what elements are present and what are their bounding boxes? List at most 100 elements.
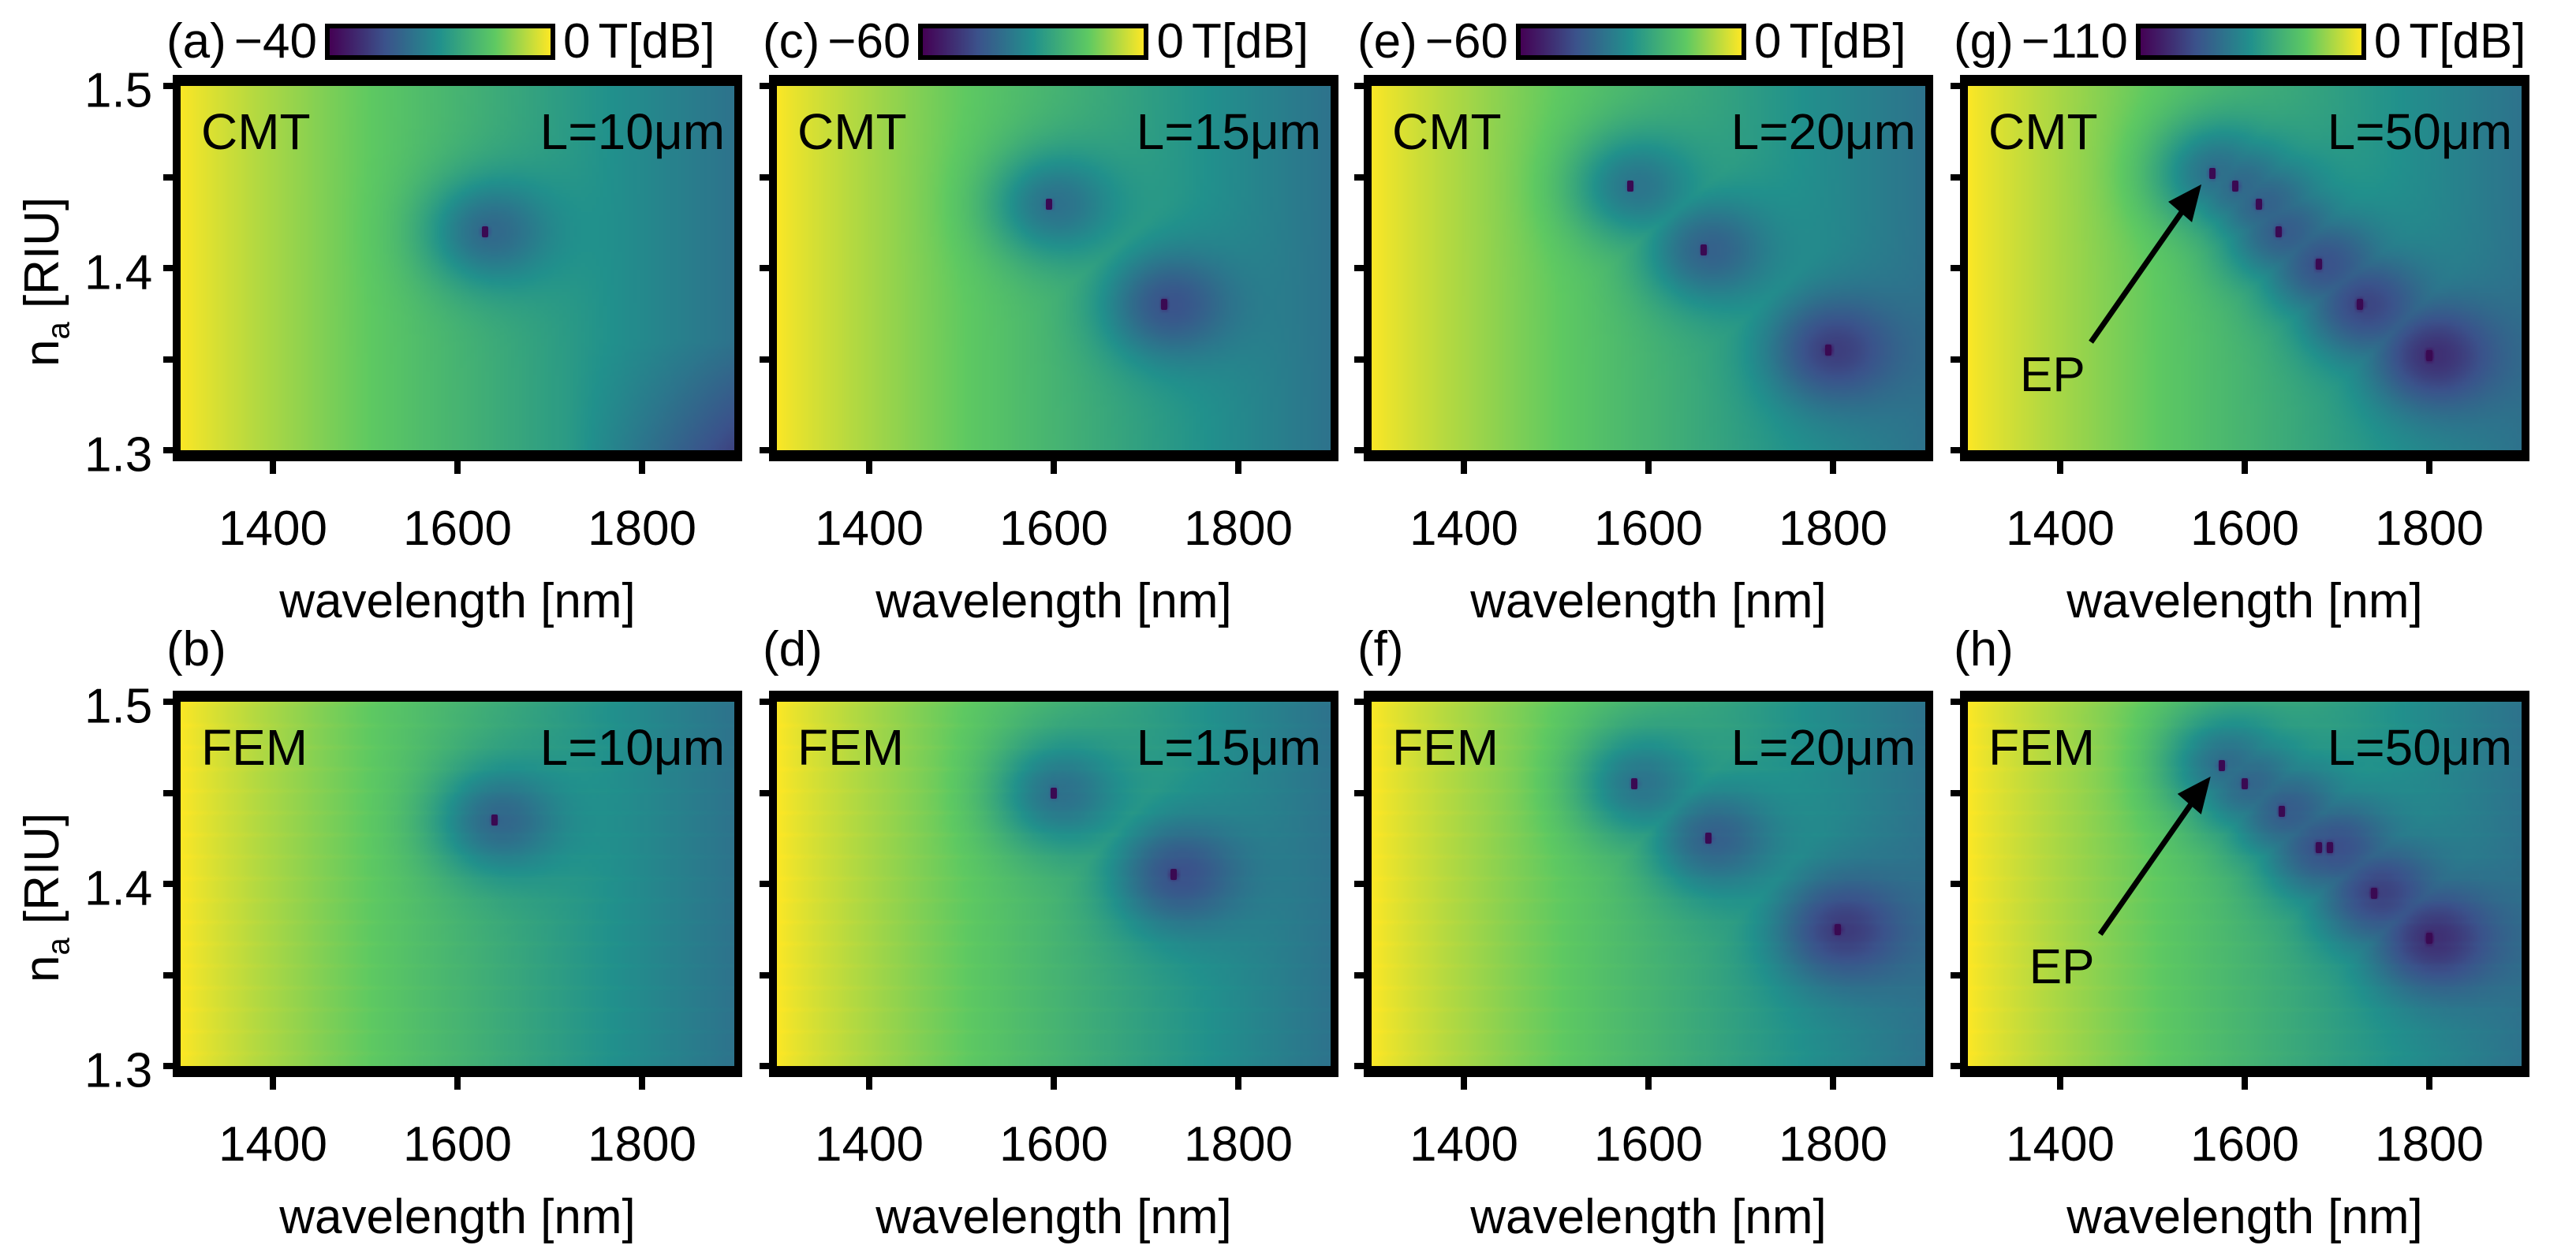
y-axis-label-symbol: n [15, 339, 69, 367]
transmission-dip-mark [2357, 299, 2364, 311]
x-axis-label: wavelength [nm] [1470, 1190, 1827, 1244]
y-tick [760, 881, 771, 887]
heatmap-canvas [777, 702, 1331, 1066]
y-tick [1951, 881, 1962, 887]
transmission-dip-mark [1626, 181, 1633, 192]
heatmap-plot-area [173, 75, 742, 461]
y-tick [760, 83, 771, 89]
x-tick [866, 1077, 872, 1090]
length-label: L=10μm [539, 103, 725, 160]
y-tick-label: 1.3 [84, 1043, 153, 1098]
colorbar-unit-label: T[dB] [598, 14, 715, 69]
method-label: CMT [1988, 103, 2098, 160]
heatmap-plot-area [1960, 75, 2529, 461]
x-tick [639, 1077, 645, 1090]
heatmap-panel: (h) FEM L=50μm EP 1400 1600 1800 wavelength [nm… [1951, 622, 2529, 1244]
y-tick [163, 447, 174, 453]
colorbar-max-label: 0 [1156, 14, 1184, 69]
heatmap-plot-area [769, 691, 1338, 1077]
heatmap-canvas [1968, 86, 2522, 450]
colorbar [2135, 23, 2366, 60]
transmission-dip-mark [2232, 181, 2239, 192]
x-axis-label: wavelength [nm] [2066, 574, 2423, 628]
y-tick [163, 971, 174, 978]
ep-label: EP [2020, 347, 2085, 402]
transmission-dip-mark [491, 814, 498, 826]
x-tick [454, 1077, 461, 1090]
transmission-dip-mark [1834, 923, 1841, 935]
ep-arrow-shaft [2089, 204, 2188, 344]
x-tick [454, 461, 461, 474]
transmission-dip-mark [1631, 777, 1638, 789]
x-axis-label: wavelength [nm] [2066, 1190, 2423, 1244]
y-tick [760, 447, 771, 453]
transmission-dip-mark [2218, 759, 2225, 771]
transmission-dip-mark [1705, 833, 1712, 844]
transmission-dip-mark [2209, 167, 2216, 179]
x-tick-label: 1800 [1184, 501, 1293, 556]
heatmap-panel: (d) FEM L=15μm 1400 1600 1800 wavelength [nm] [760, 622, 1338, 1244]
heatmap-plot-area [1364, 75, 1933, 461]
x-tick-label: 1800 [1779, 1117, 1887, 1172]
y-tick [1354, 699, 1365, 705]
transmission-dip-mark [2242, 777, 2248, 789]
heatmap-canvas [1372, 86, 1925, 450]
x-tick [639, 461, 645, 474]
x-axis-label: wavelength [nm] [1470, 574, 1827, 628]
colorbar-min-label: −60 [827, 14, 911, 69]
y-tick [163, 789, 174, 796]
y-axis-label: na [RIU] [14, 813, 77, 982]
x-tick [866, 461, 872, 474]
x-tick [270, 461, 276, 474]
x-axis-label: wavelength [nm] [875, 574, 1232, 628]
x-tick-label: 1400 [218, 501, 327, 556]
y-tick [760, 173, 771, 181]
x-tick-label: 1600 [403, 501, 512, 556]
colorbar-max-label: 0 [2373, 14, 2402, 69]
heatmap-panel: (g) −110 0 T[dB] CMT L=50μm EP 1400 1600 1800 wave… [1951, 14, 2529, 628]
heatmap-plot-area [769, 75, 1338, 461]
colorbar-header: (g) −110 0 T[dB] [1954, 13, 2526, 69]
y-tick-label: 1.4 [84, 861, 153, 916]
method-label: CMT [201, 103, 311, 160]
y-axis-label-unit: [RIU] [15, 812, 69, 938]
x-tick-label: 1800 [1779, 501, 1887, 556]
y-axis-label: na [RIU] [14, 197, 77, 367]
y-axis-label-subscript: a [41, 937, 77, 956]
colorbar [1515, 23, 1746, 60]
panel-label: (c) [763, 14, 820, 69]
x-tick-label: 1800 [588, 501, 696, 556]
x-tick-label: 1400 [2006, 1117, 2115, 1172]
heatmap-panel: (f) FEM L=20μm 1400 1600 1800 wavelength [nm] [1354, 622, 1933, 1244]
y-tick [760, 789, 771, 796]
colorbar-min-label: −60 [1424, 14, 1508, 69]
heatmap-plot-area [1960, 691, 2529, 1077]
colorbar-unit-label: T[dB] [1789, 14, 1906, 69]
panel-label: (a) [166, 14, 226, 69]
transmission-dip-mark [2275, 226, 2283, 237]
x-tick-label: 1400 [815, 1117, 924, 1172]
length-label: L=10μm [539, 719, 725, 776]
x-tick [1830, 1077, 1836, 1090]
x-tick [1461, 461, 1467, 474]
panel-label: (d) [763, 622, 823, 677]
x-tick-label: 1800 [2375, 501, 2484, 556]
y-tick [760, 356, 771, 363]
y-tick [163, 83, 174, 89]
transmission-dip-mark [2278, 805, 2285, 817]
heatmap-panel: (e) −60 0 T[dB] CMT L=20μm 1400 1600 1800 wavelen… [1354, 14, 1933, 628]
transmission-dip-mark [1701, 244, 1708, 255]
x-axis-label: wavelength [nm] [279, 574, 636, 628]
y-axis-label-symbol: n [15, 955, 69, 982]
y-tick [1951, 789, 1962, 796]
panel-label: (f) [1357, 622, 1404, 677]
y-tick-label: 1.5 [84, 679, 153, 734]
y-tick [1354, 447, 1365, 453]
method-label: FEM [201, 719, 308, 776]
method-label: CMT [1392, 103, 1502, 160]
y-tick [163, 881, 174, 887]
heatmap-panel: (c) −60 0 T[dB] CMT L=15μm 1400 1600 1800 wavelen… [760, 14, 1338, 628]
heatmap-plot-area [173, 691, 742, 1077]
ep-label: EP [2029, 939, 2095, 994]
x-tick [1830, 461, 1836, 474]
